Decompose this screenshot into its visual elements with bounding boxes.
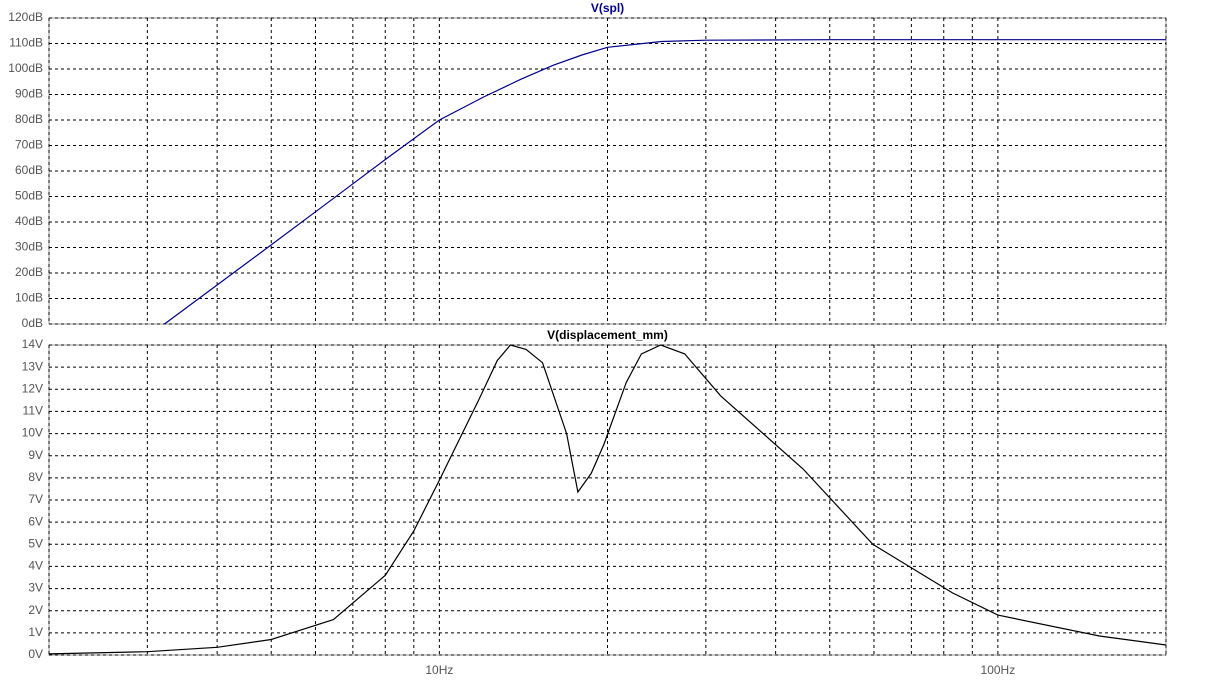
- chart-title: V(displacement_mm): [547, 328, 668, 342]
- y-tick-label: 12V: [22, 381, 43, 395]
- x-tick-label: 10Hz: [425, 663, 453, 677]
- y-tick-label: 1V: [28, 625, 43, 639]
- y-tick-label: 4V: [28, 559, 43, 573]
- y-tick-label: 10dB: [15, 291, 43, 305]
- y-tick-label: 13V: [22, 359, 43, 373]
- y-tick-label: 0V: [28, 647, 43, 661]
- y-tick-label: 60dB: [15, 163, 43, 177]
- trace: [164, 39, 1166, 325]
- y-tick-label: 3V: [28, 581, 43, 595]
- y-tick-label: 110dB: [9, 36, 43, 50]
- x-tick-label: 100Hz: [981, 663, 1016, 677]
- y-tick-label: 2V: [28, 603, 43, 617]
- y-tick-label: 30dB: [15, 240, 43, 254]
- y-tick-label: 50dB: [15, 189, 43, 203]
- y-tick-label: 10V: [22, 426, 43, 440]
- y-tick-label: 8V: [28, 470, 43, 484]
- y-tick-label: 5V: [28, 536, 43, 550]
- y-tick-label: 40dB: [15, 214, 43, 228]
- y-tick-label: 70dB: [15, 138, 43, 152]
- y-tick-label: 80dB: [15, 112, 43, 126]
- y-tick-label: 0dB: [22, 316, 43, 330]
- y-tick-label: 7V: [28, 492, 43, 506]
- chart-title: V(spl): [591, 1, 624, 15]
- y-tick-label: 20dB: [15, 265, 43, 279]
- y-tick-label: 100dB: [8, 61, 43, 75]
- y-tick-label: 90dB: [15, 87, 43, 101]
- y-tick-label: 6V: [28, 514, 43, 528]
- y-tick-label: 9V: [28, 448, 43, 462]
- trace: [48, 344, 1167, 655]
- y-tick-label: 120dB: [8, 10, 43, 24]
- y-tick-label: 11V: [23, 404, 43, 418]
- y-tick-label: 14V: [22, 337, 43, 351]
